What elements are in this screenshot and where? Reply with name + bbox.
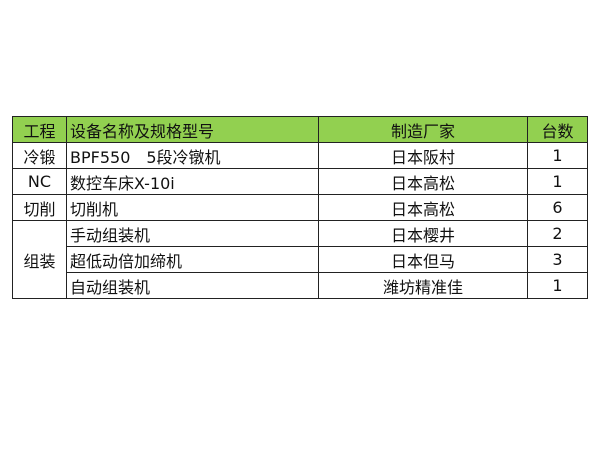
cell-maker: 日本但马 xyxy=(318,246,528,273)
cell-equipment: BPF550 5段冷镦机 xyxy=(66,142,319,169)
table-row: 组装 手动组装机 日本樱井 2 xyxy=(12,220,588,299)
header-row: 工程 设备名称及规格型号 制造厂家 台数 xyxy=(12,116,588,143)
cell-process: 组装 xyxy=(12,220,67,299)
cell-equipment: 数控车床X-10i xyxy=(66,168,319,195)
cell-process: 冷锻 xyxy=(12,142,67,169)
cell-equipment: 手动组装机 xyxy=(66,220,319,247)
cell-equipment: 自动组装机 xyxy=(66,272,319,299)
header-equipment: 设备名称及规格型号 xyxy=(66,116,319,143)
header-qty: 台数 xyxy=(527,116,588,143)
cell-equipment: 切削机 xyxy=(66,194,319,221)
cell-qty: 6 xyxy=(527,194,588,221)
table-row: 自动组装机 潍坊精准佳 1 xyxy=(13,272,588,299)
table-row: NC 数控车床X-10i 日本高松 1 xyxy=(12,168,588,195)
table-row: 超低动倍加缔机 日本但马 3 xyxy=(13,246,588,273)
table-row: 冷锻 BPF550 5段冷镦机 日本阪村 1 xyxy=(12,142,588,169)
cell-qty: 1 xyxy=(527,168,588,195)
cell-process: 切削 xyxy=(12,194,67,221)
cell-maker: 日本樱井 xyxy=(318,220,528,247)
cell-qty: 2 xyxy=(527,220,588,247)
cell-qty: 3 xyxy=(527,246,588,273)
cell-maker: 日本高松 xyxy=(318,168,528,195)
table-row: 切削 切削机 日本高松 6 xyxy=(12,194,588,221)
cell-maker: 日本高松 xyxy=(318,194,528,221)
cell-maker: 日本阪村 xyxy=(318,142,528,169)
equipment-table: 工程 设备名称及规格型号 制造厂家 台数 冷锻 BPF550 5段冷镦机 日本阪… xyxy=(12,116,588,299)
cell-qty: 1 xyxy=(527,272,588,299)
header-process: 工程 xyxy=(12,116,67,143)
cell-maker: 潍坊精准佳 xyxy=(318,272,528,299)
cell-process: NC xyxy=(12,168,67,195)
cell-equipment: 超低动倍加缔机 xyxy=(66,246,319,273)
header-maker: 制造厂家 xyxy=(318,116,528,143)
cell-qty: 1 xyxy=(527,142,588,169)
